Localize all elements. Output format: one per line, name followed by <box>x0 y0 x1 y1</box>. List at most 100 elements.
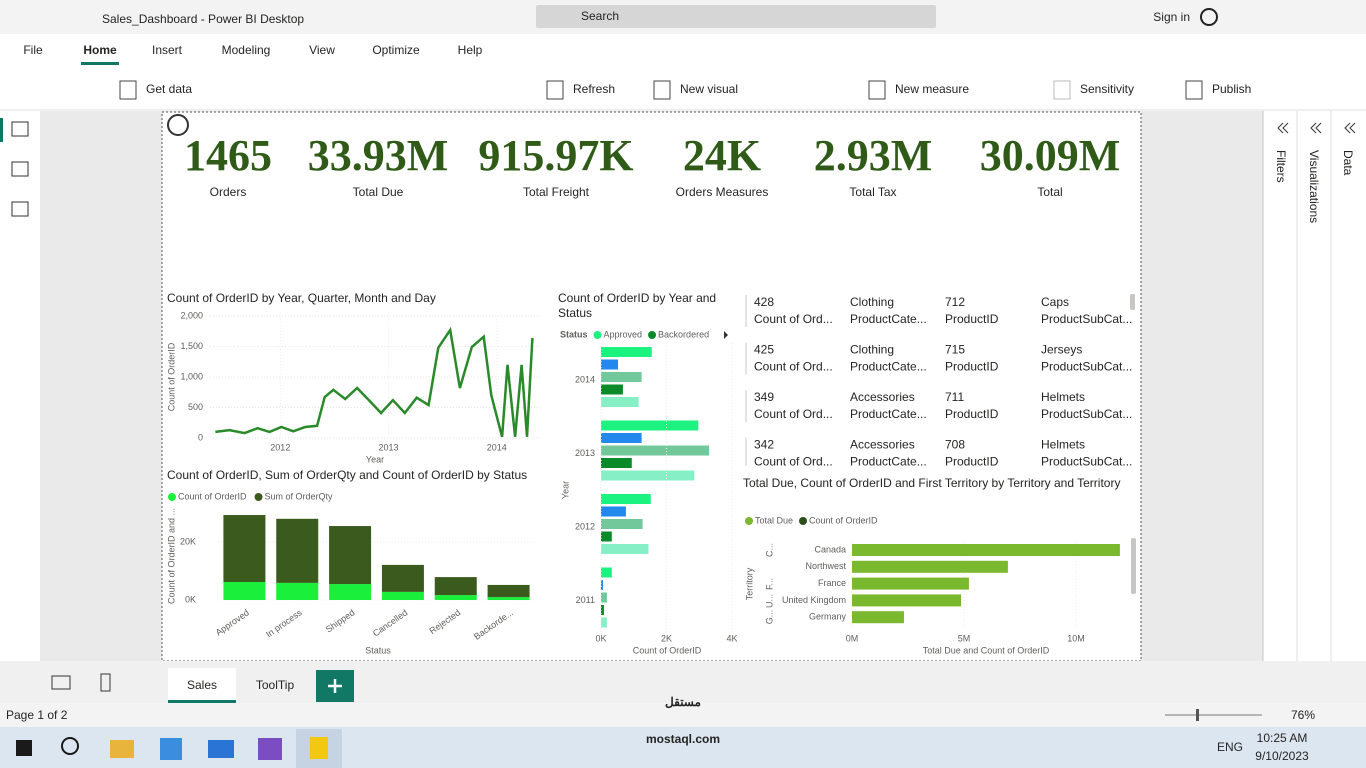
bar <box>601 372 642 382</box>
account-icon[interactable] <box>1200 8 1218 26</box>
card-value: 425 <box>754 343 774 357</box>
search-text[interactable]: Search <box>581 9 619 23</box>
bar <box>601 592 607 603</box>
legend-label: Count of OrderID <box>809 515 878 525</box>
bar <box>601 359 619 370</box>
pane-title[interactable]: Visualizations <box>1307 150 1321 223</box>
kpi-label: Total Tax <box>849 185 896 199</box>
watermark: mostaql.com <box>646 732 720 746</box>
y-tick-label: 2011 <box>576 595 595 605</box>
x-axis-label: Year <box>366 454 384 464</box>
card-value: Accessories <box>850 390 915 404</box>
report-view-icon[interactable] <box>11 121 29 137</box>
menu-item[interactable]: Modeling <box>222 43 271 57</box>
menu-item[interactable]: Home <box>83 43 117 57</box>
x-axis-label: Total Due and Count of OrderID <box>923 645 1050 655</box>
y-axis-label: Year <box>560 481 570 499</box>
chart-title-box: Total Due, Count of OrderID and First Te… <box>743 476 1120 490</box>
desktop-layout-icon[interactable] <box>51 675 71 690</box>
ribbon-button[interactable]: Get data <box>146 82 192 96</box>
page-tab[interactable]: Sales <box>187 678 217 692</box>
x-tick-label: 2K <box>661 633 672 643</box>
y-tick-label: 20K <box>180 536 196 546</box>
kpi-label: Orders <box>210 185 247 199</box>
mobile-layout-icon[interactable] <box>100 673 111 692</box>
menu-underline <box>81 62 119 65</box>
legend-marker <box>593 331 602 339</box>
window-title: Sales_Dashboard - Power BI Desktop <box>102 12 304 26</box>
y-tick-label: 2012 <box>575 521 595 531</box>
page-tab[interactable]: ToolTip <box>256 678 295 692</box>
plus-icon <box>328 679 342 693</box>
ribbon-icon[interactable] <box>119 80 137 100</box>
group-label: C... <box>764 543 774 557</box>
legend-more[interactable] <box>724 331 728 339</box>
chart-title: Count of OrderID by Year, Quarter, Month… <box>167 291 436 305</box>
tab-active[interactable] <box>168 668 236 703</box>
y-tick-label: Germany <box>809 612 847 622</box>
store-icon[interactable] <box>160 738 182 760</box>
x-tick-label: 10M <box>1067 633 1085 643</box>
card-value: 428 <box>754 295 774 309</box>
ribbon-icon[interactable] <box>546 80 564 100</box>
menu-item[interactable]: Insert <box>152 43 183 57</box>
explorer-icon[interactable] <box>110 740 134 758</box>
ribbon-button[interactable]: Sensitivity <box>1080 82 1134 96</box>
table-view-icon[interactable] <box>11 161 29 177</box>
collapse-icon[interactable] <box>1310 122 1322 134</box>
ribbon-icon[interactable] <box>1185 80 1203 100</box>
bar <box>852 594 962 607</box>
bar-segment <box>381 591 424 600</box>
language: ENG <box>1217 740 1243 754</box>
menu-item[interactable]: File <box>23 43 43 57</box>
legend-label: Sum of OrderQty <box>265 491 334 501</box>
back-button[interactable] <box>167 114 189 136</box>
x-tick-label: 2013 <box>379 442 399 452</box>
vs-icon[interactable] <box>258 738 282 760</box>
ribbon-button[interactable]: New measure <box>895 82 969 96</box>
pane-title[interactable]: Data <box>1341 150 1355 176</box>
card-value: 708 <box>945 438 965 452</box>
menu-item[interactable]: View <box>309 43 335 57</box>
zoom-thumb[interactable] <box>1196 709 1199 721</box>
bar <box>601 544 649 554</box>
bar-segment <box>329 584 372 600</box>
scrollbar[interactable] <box>1130 294 1135 310</box>
search-box[interactable] <box>536 5 936 28</box>
x-tick-label: 5M <box>958 633 971 643</box>
menu-item[interactable]: Optimize <box>372 43 420 57</box>
legend-label: Backordered <box>658 329 709 339</box>
card-value: 711 <box>945 390 964 404</box>
pane-title[interactable]: Filters <box>1274 150 1288 183</box>
menu-item[interactable]: Help <box>458 43 483 57</box>
ribbon-button[interactable]: New visual <box>680 82 738 96</box>
collapse-icon[interactable] <box>1344 122 1356 134</box>
card-value: Helmets <box>1041 390 1085 404</box>
legend-marker <box>745 517 753 525</box>
card-value: 349 <box>754 390 774 404</box>
ribbon-icon[interactable] <box>868 80 886 100</box>
chart-title: Count of OrderID, Sum of OrderQty and Co… <box>167 468 527 482</box>
kpi-label: Total <box>1037 185 1062 199</box>
mail-icon[interactable] <box>208 740 234 758</box>
ribbon-icon[interactable] <box>1053 80 1071 100</box>
y-tick-label: 2013 <box>575 448 595 458</box>
left-nav <box>0 111 40 661</box>
kpi-label: Total Due <box>353 185 404 199</box>
powerbi-icon[interactable] <box>310 737 328 759</box>
y-tick-label: 1,500 <box>180 341 203 351</box>
scrollbar[interactable] <box>1131 538 1136 594</box>
ribbon-button[interactable]: Publish <box>1212 82 1251 96</box>
card-label: ProductSubCat... <box>1041 360 1132 374</box>
bar-segment <box>381 564 424 592</box>
sign-in[interactable]: Sign in <box>1153 10 1190 24</box>
search-button[interactable] <box>61 737 79 755</box>
start-button[interactable] <box>16 740 32 756</box>
ribbon-icon[interactable] <box>653 80 671 100</box>
collapse-icon[interactable] <box>1277 122 1289 134</box>
ribbon-button[interactable]: Refresh <box>573 82 615 96</box>
y-tick-label: United Kingdom <box>782 595 846 605</box>
y-axis-label: Count of OrderID <box>166 342 176 411</box>
model-view-icon[interactable] <box>11 201 29 217</box>
